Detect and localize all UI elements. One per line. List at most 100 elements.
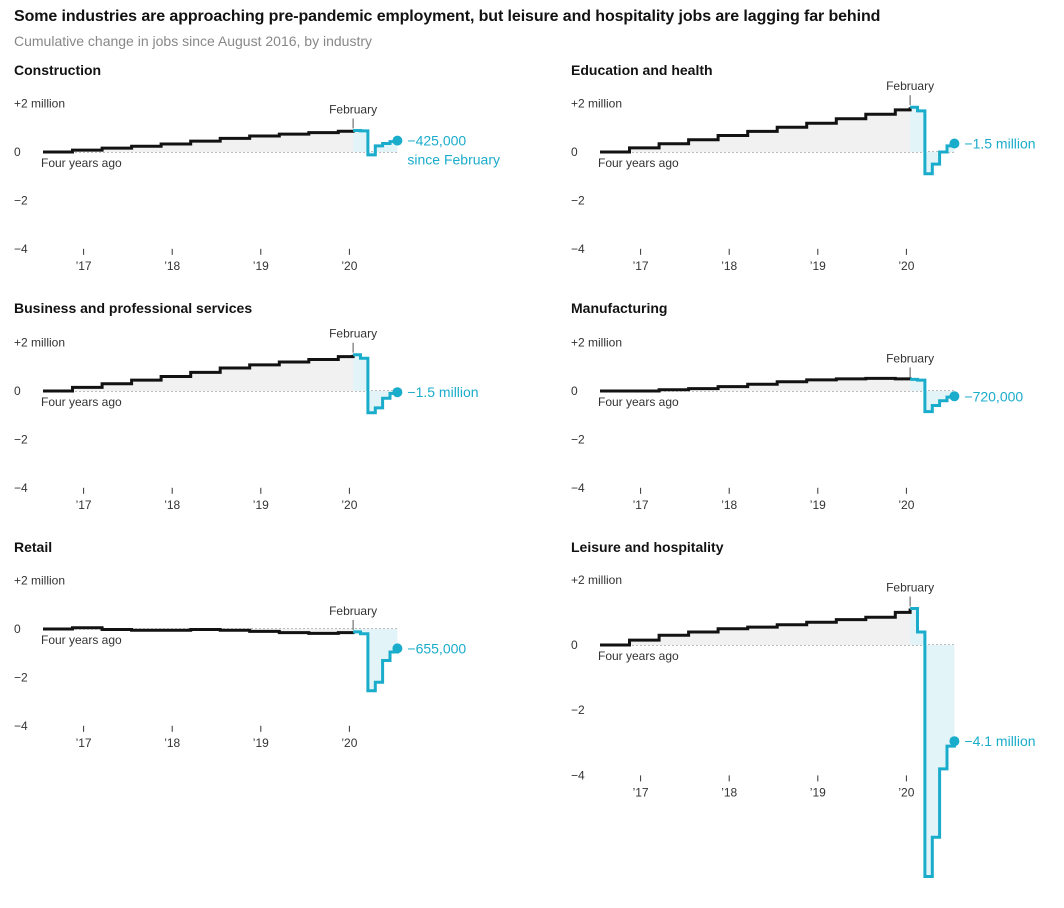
x-tick-label: ’17 — [76, 736, 92, 750]
x-tick-label: ’18 — [164, 259, 180, 273]
start-label: Four years ago — [41, 633, 122, 647]
y-tick-label: +2 million — [571, 573, 622, 587]
y-tick-label: +2 million — [571, 336, 622, 350]
y-tick-label: −4 — [571, 242, 585, 256]
end-point-dot — [949, 138, 960, 149]
x-tick-label: ’20 — [898, 498, 914, 512]
february-marker-label: February — [886, 79, 934, 93]
y-tick-label: +2 million — [571, 97, 622, 111]
february-marker-label: February — [886, 581, 934, 595]
y-tick-label: −2 — [14, 670, 28, 684]
history-line — [43, 354, 355, 393]
x-tick-label: ’18 — [721, 259, 737, 273]
chart-panel-3: Business and professional services +2 mil… — [14, 300, 479, 512]
end-value-label: −4.1 million — [964, 733, 1035, 749]
panel-title: Construction — [14, 62, 101, 78]
pandemic-line — [910, 377, 956, 414]
end-point-dot — [392, 643, 403, 654]
x-tick-label: ’19 — [810, 498, 826, 512]
february-marker-label: February — [329, 327, 377, 341]
x-tick-label: ’17 — [633, 498, 649, 512]
y-tick-label: 0 — [14, 622, 21, 636]
y-tick-label: −2 — [14, 193, 28, 207]
y-tick-label: +2 million — [14, 336, 65, 350]
y-tick-label: +2 million — [14, 574, 65, 588]
x-tick-label: ’17 — [633, 785, 649, 799]
panel-title: Leisure and hospitality — [571, 539, 724, 555]
y-tick-label: +2 million — [14, 97, 65, 111]
x-tick-label: ’20 — [341, 736, 357, 750]
panel-title: Manufacturing — [571, 300, 667, 316]
page-subhead: Cumulative change in jobs since August 2… — [14, 33, 372, 49]
february-marker-label: February — [329, 604, 377, 618]
x-tick-label: ’20 — [341, 498, 357, 512]
pandemic-line — [910, 105, 956, 176]
pandemic-line — [353, 353, 399, 415]
x-tick-label: ’20 — [898, 259, 914, 273]
y-tick-label: −2 — [571, 432, 585, 446]
y-tick-label: 0 — [571, 384, 578, 398]
pandemic-area — [910, 379, 955, 412]
x-tick-label: ’19 — [253, 498, 269, 512]
chart-panel-4: Manufacturing +2 million 0 −2 −4 ’17 ’18 ’19 ’20… — [571, 300, 1023, 512]
y-tick-label: 0 — [571, 638, 578, 652]
x-tick-label: ’17 — [76, 259, 92, 273]
y-tick-label: −2 — [571, 703, 585, 717]
end-value-label: −425,000 — [407, 133, 466, 149]
pandemic-area — [353, 354, 398, 413]
y-tick-label: 0 — [14, 384, 21, 398]
start-label: Four years ago — [598, 649, 679, 663]
end-point-dot — [392, 387, 403, 398]
pandemic-area — [353, 130, 398, 155]
pandemic-area — [910, 608, 955, 877]
y-tick-label: −4 — [571, 481, 585, 495]
x-tick-label: ’17 — [633, 259, 649, 273]
start-label: Four years ago — [598, 395, 679, 409]
x-tick-label: ’19 — [810, 259, 826, 273]
start-label: Four years ago — [598, 156, 679, 170]
chart-panel-1: Construction +2 million 0 −2 −4 ’17 ’18 ’19 ’20 −… — [14, 62, 500, 273]
pandemic-area — [353, 629, 398, 691]
start-label: Four years ago — [41, 156, 122, 170]
x-tick-label: ’17 — [76, 498, 92, 512]
y-tick-label: −4 — [14, 719, 28, 733]
pandemic-line — [353, 129, 399, 157]
start-label: Four years ago — [41, 395, 122, 409]
chart-panel-5: Retail +2 million 0 −2 −4 ’17 ’18 ’19 ’20 −655,00… — [14, 539, 466, 750]
end-value-label: −655,000 — [407, 640, 466, 656]
y-tick-label: −2 — [14, 432, 28, 446]
x-tick-label: ’19 — [253, 259, 269, 273]
chart-panel-6: Leisure and hospitality +2 million 0 −2 −4 ’1… — [571, 539, 1036, 878]
x-tick-label: ’19 — [810, 785, 826, 799]
end-value-sublabel: since February — [407, 152, 500, 168]
end-value-label: −1.5 million — [407, 384, 478, 400]
panel-title: Retail — [14, 539, 52, 555]
history-line — [600, 608, 912, 647]
history-line — [43, 626, 355, 635]
x-tick-label: ’18 — [164, 498, 180, 512]
pandemic-line — [910, 607, 956, 878]
february-marker-label: February — [329, 103, 377, 117]
pandemic-area — [910, 107, 955, 174]
x-tick-label: ’20 — [898, 785, 914, 799]
x-tick-label: ’19 — [253, 736, 269, 750]
pandemic-line — [353, 630, 399, 693]
y-tick-label: −2 — [571, 193, 585, 207]
end-point-dot — [949, 736, 960, 747]
y-tick-label: −4 — [14, 481, 28, 495]
end-point-dot — [949, 391, 960, 402]
y-tick-label: −4 — [571, 768, 585, 782]
february-marker-label: February — [886, 351, 934, 365]
panel-title: Education and health — [571, 62, 713, 78]
panel-title: Business and professional services — [14, 300, 252, 316]
x-tick-label: ’18 — [721, 498, 737, 512]
x-tick-label: ’18 — [721, 785, 737, 799]
history-area — [600, 107, 911, 152]
end-point-dot — [392, 135, 403, 146]
page-headline: Some industries are approaching pre-pand… — [14, 8, 881, 25]
history-line — [600, 376, 912, 393]
y-tick-label: −4 — [14, 242, 28, 256]
y-tick-label: 0 — [571, 145, 578, 159]
end-value-label: −1.5 million — [964, 136, 1035, 152]
